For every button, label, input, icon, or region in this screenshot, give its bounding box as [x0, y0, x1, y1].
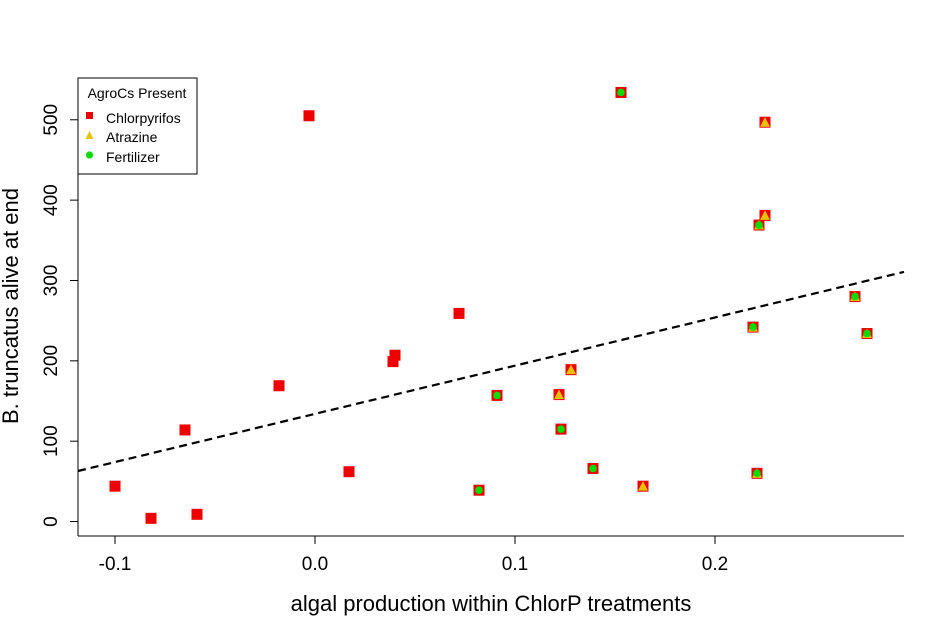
data-point: [303, 110, 315, 122]
point-circle: [851, 292, 859, 301]
point-circle: [749, 323, 757, 331]
legend: AgroCs Present Chlorpyrifos Atrazine Fer…: [77, 77, 198, 175]
point-circle: [493, 391, 501, 400]
y-tick-label: 200: [41, 345, 62, 377]
x-tick-label: -0.1: [99, 554, 132, 575]
data-point: [343, 466, 355, 478]
data-point: [273, 380, 285, 392]
point-square: [109, 480, 121, 492]
data-point: [191, 508, 203, 520]
x-tick-label: 0.1: [502, 554, 528, 575]
y-tick-label: 100: [41, 425, 62, 457]
data-point: [861, 328, 873, 340]
legend-label: Fertilizer: [106, 149, 160, 165]
point-square: [179, 424, 191, 436]
data-point: [109, 480, 121, 492]
point-circle: [589, 464, 597, 473]
legend-box: [77, 77, 198, 175]
data-point: [759, 116, 771, 128]
trendline-layer: [77, 270, 905, 473]
legend-label: Atrazine: [106, 129, 158, 145]
data-point: [753, 219, 765, 231]
point-circle: [475, 486, 483, 495]
point-triangle: [638, 481, 648, 491]
points-layer: [109, 86, 873, 524]
point-circle: [557, 425, 565, 433]
x-tick-label: 0.0: [302, 554, 328, 575]
data-point: [473, 484, 485, 496]
x-axis-title: algal production within ChlorP treatment…: [291, 591, 692, 616]
data-point: [565, 364, 577, 376]
data-point: [453, 307, 465, 319]
data-point: [145, 512, 157, 524]
trendline: [77, 270, 905, 473]
data-point: [587, 463, 599, 475]
data-point: [491, 389, 503, 401]
point-circle: [755, 221, 763, 229]
data-point: [759, 209, 771, 221]
y-tick-label: 400: [41, 184, 62, 216]
y-tick-label: 0: [41, 516, 62, 527]
point-square: [303, 110, 315, 122]
point-square: [191, 508, 203, 520]
point-circle: [863, 329, 871, 338]
data-point: [389, 349, 401, 361]
legend-marker-square: [86, 112, 93, 119]
y-axis-title: B. truncatus alive at end: [0, 188, 23, 424]
x-axis: -0.1 0.0 0.1 0.2: [99, 536, 728, 575]
point-triangle: [760, 210, 770, 220]
data-point: [555, 423, 567, 435]
y-tick-label: 500: [41, 104, 62, 136]
point-triangle: [760, 117, 770, 127]
legend-marker-circle: [85, 151, 94, 159]
data-point: [387, 356, 399, 368]
point-square: [145, 512, 157, 524]
point-square: [453, 307, 465, 319]
data-point: [637, 480, 649, 492]
y-axis: 0 100 200 300 400 500: [41, 104, 78, 527]
point-triangle: [566, 364, 576, 375]
data-point: [751, 467, 763, 479]
data-point: [615, 86, 627, 98]
point-circle: [617, 88, 625, 97]
legend-title: AgroCs Present: [88, 85, 187, 101]
data-point: [747, 321, 759, 333]
point-triangle: [554, 389, 564, 400]
x-tick-label: 0.2: [702, 554, 728, 575]
point-square: [387, 356, 399, 368]
point-square: [273, 380, 285, 392]
data-point: [553, 389, 565, 401]
data-point: [849, 291, 861, 303]
legend-marker-triangle: [85, 131, 94, 139]
point-circle: [753, 469, 761, 478]
point-square: [389, 349, 401, 361]
data-point: [179, 424, 191, 436]
y-tick-label: 300: [41, 265, 62, 297]
point-square: [343, 466, 355, 478]
legend-label: Chlorpyrifos: [106, 110, 181, 126]
